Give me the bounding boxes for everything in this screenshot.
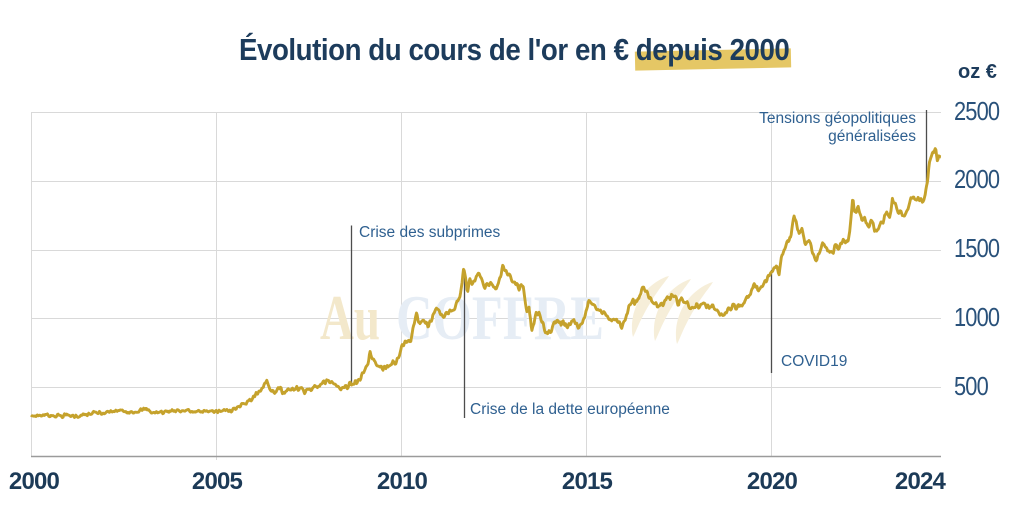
svg-text:COFFRE: COFFRE <box>396 282 604 353</box>
svg-text:Au: Au <box>320 282 380 353</box>
